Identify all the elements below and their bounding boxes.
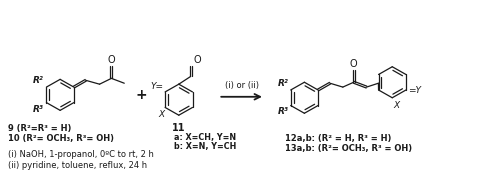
Text: 9 (R²=R³ = H): 9 (R²=R³ = H): [8, 124, 71, 133]
Text: R²: R²: [278, 79, 288, 88]
Text: X: X: [158, 110, 164, 119]
Text: Y=: Y=: [150, 82, 163, 91]
Text: 12a,b: (R² = H, R³ = H): 12a,b: (R² = H, R³ = H): [284, 134, 391, 143]
Text: (i) NaOH, 1-propanol, 0ºC to rt, 2 h: (i) NaOH, 1-propanol, 0ºC to rt, 2 h: [8, 150, 154, 159]
Text: =Y: =Y: [408, 86, 421, 94]
Text: (ii) pyridine, toluene, reflux, 24 h: (ii) pyridine, toluene, reflux, 24 h: [8, 161, 147, 170]
Text: R³: R³: [32, 105, 44, 114]
Text: a: X=CH, Y=N: a: X=CH, Y=N: [174, 133, 236, 142]
Text: (i) or (ii): (i) or (ii): [224, 81, 258, 90]
Text: R²: R²: [32, 76, 44, 85]
Text: O: O: [194, 55, 202, 65]
Text: b: X=N, Y=CH: b: X=N, Y=CH: [174, 142, 236, 151]
Text: O: O: [350, 59, 358, 69]
Text: O: O: [108, 55, 115, 65]
Text: 10 (R²= OCH₃, R³= OH): 10 (R²= OCH₃, R³= OH): [8, 134, 114, 143]
Text: 11: 11: [172, 123, 186, 133]
Text: +: +: [136, 88, 147, 102]
Text: R³: R³: [278, 107, 288, 116]
Text: 13a,b: (R²= OCH₃, R³ = OH): 13a,b: (R²= OCH₃, R³ = OH): [284, 144, 412, 153]
Text: X: X: [393, 101, 400, 110]
